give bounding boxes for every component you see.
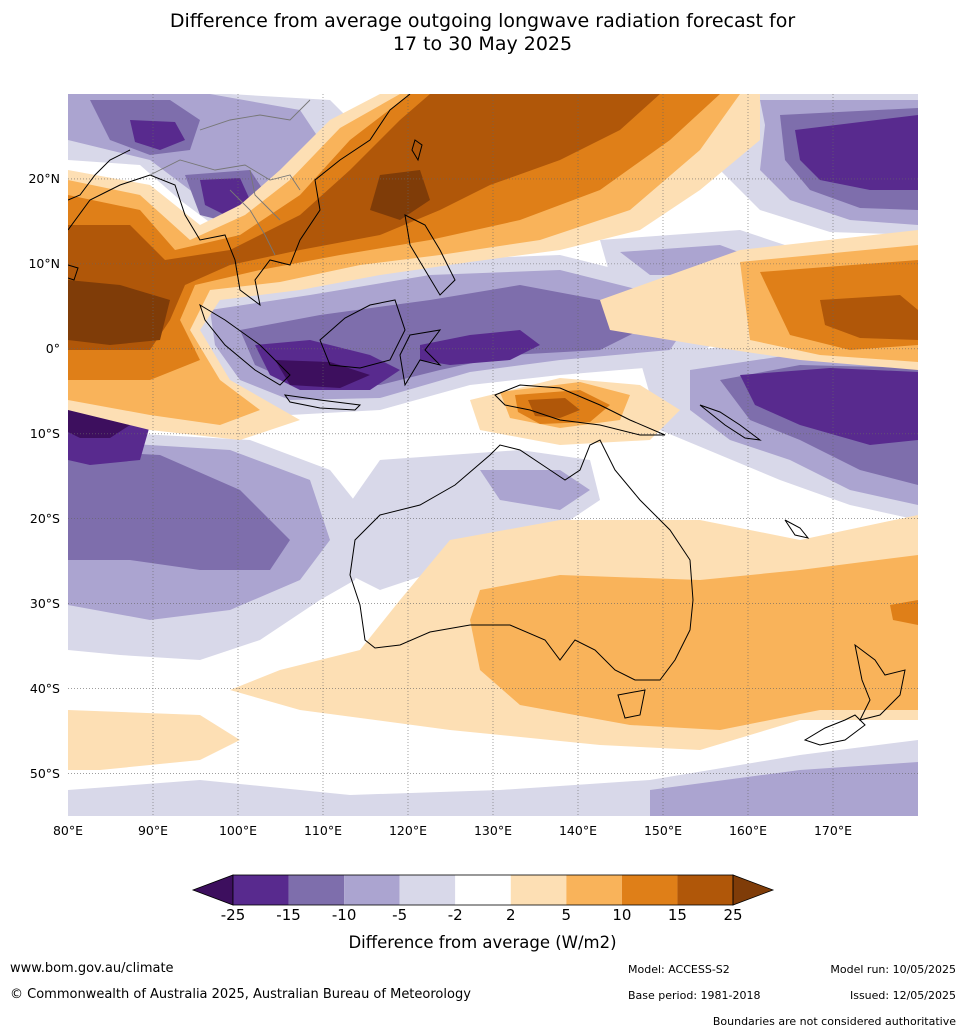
colorbar-tick-label: 10 <box>612 906 632 924</box>
sumatra-coastline <box>199 303 291 386</box>
website-link[interactable]: www.bom.gov.au/climate <box>10 961 174 976</box>
colorbar <box>191 874 775 906</box>
new-zealand-coastline <box>854 643 906 721</box>
copyright-notice: © Commonwealth of Australia 2025, Austra… <box>10 987 471 1002</box>
base-period: Base period: 1981-2018 <box>628 989 761 1002</box>
latitude-label: 20°S <box>29 510 60 526</box>
australia-coastline <box>349 439 694 681</box>
latitude-label: 0° <box>45 340 60 356</box>
colorbar-min-extension <box>191 874 234 906</box>
colorbar-swatch <box>677 875 733 905</box>
longitude-label: 100°E <box>218 823 257 838</box>
new-zealand-south-coastline <box>803 714 866 746</box>
colorbar-swatch <box>399 875 456 905</box>
sri-lanka-coastline <box>68 264 79 281</box>
model-name: Model: ACCESS-S2 <box>628 963 730 976</box>
longitude-label: 80°E <box>52 823 84 838</box>
issued-date: Issued: 12/05/2025 <box>849 989 956 1002</box>
colorbar-tick-label: -10 <box>331 906 357 924</box>
java-coastline <box>283 394 362 411</box>
latitude-label: 10°N <box>28 255 60 271</box>
latitude-label: 40°S <box>29 680 60 696</box>
longitude-label: 90°E <box>137 823 169 838</box>
colorbar-swatch <box>566 875 622 905</box>
colorbar-title: Difference from average (W/m2) <box>348 933 617 952</box>
latitude-label: 10°S <box>29 425 60 441</box>
colorbar-swatch <box>455 875 511 905</box>
longitude-label: 150°E <box>643 823 682 838</box>
colorbar-swatch <box>621 875 678 905</box>
colorbar-tick-label: -5 <box>392 906 408 924</box>
philippines-coastline <box>404 214 456 296</box>
colorbar-outline <box>232 874 734 906</box>
colorbar-swatch <box>288 875 345 905</box>
longitude-label: 170°E <box>813 823 852 838</box>
borneo-coastline <box>319 299 406 369</box>
longitude-label: 160°E <box>728 823 767 838</box>
colorbar-tick-label: 15 <box>667 906 687 924</box>
title-line-2: 17 to 30 May 2025 <box>392 33 573 55</box>
country-boundaries <box>149 99 311 256</box>
longitude-label: 140°E <box>558 823 597 838</box>
latitude-label: 50°S <box>29 765 60 781</box>
longitude-label: 120°E <box>388 823 427 838</box>
sulawesi-coastline <box>399 329 442 387</box>
title-line-1: Difference from average outgoing longwav… <box>169 10 796 32</box>
colorbar-swatch <box>510 875 567 905</box>
new-guinea-coastline <box>494 384 666 436</box>
asia-mainland-coastline <box>68 94 411 307</box>
tasmania-coastline <box>617 689 646 719</box>
latitude-label: 30°S <box>29 595 60 611</box>
longitude-label: 130°E <box>473 823 512 838</box>
colorbar-tick-label: 2 <box>505 906 516 924</box>
model-run-date: Model run: 10/05/2025 <box>830 963 956 976</box>
colorbar-tick-label: -15 <box>276 906 301 924</box>
latitude-label: 20°N <box>28 170 60 186</box>
colorbar-tick-label: -2 <box>447 906 463 924</box>
boundaries-disclaimer: Boundaries are not considered authoritat… <box>712 1015 956 1028</box>
colorbar-tick-label: 25 <box>723 906 743 924</box>
coastlines <box>68 94 906 746</box>
gridlines <box>68 94 918 816</box>
india-coastline <box>68 149 131 201</box>
longitude-label: 110°E <box>303 823 342 838</box>
colorbar-tick-label: -25 <box>220 906 246 924</box>
colorbar-tick-label: 5 <box>561 906 572 924</box>
taiwan-coastline <box>411 139 423 162</box>
solomon-islands-coastline <box>699 404 762 441</box>
colorbar-swatch <box>344 875 400 905</box>
map-title: Difference from average outgoing longwav… <box>0 10 965 56</box>
colorbar-swatch <box>233 875 289 905</box>
new-caledonia-coastline <box>784 519 810 539</box>
colorbar-max-extension <box>732 874 775 906</box>
